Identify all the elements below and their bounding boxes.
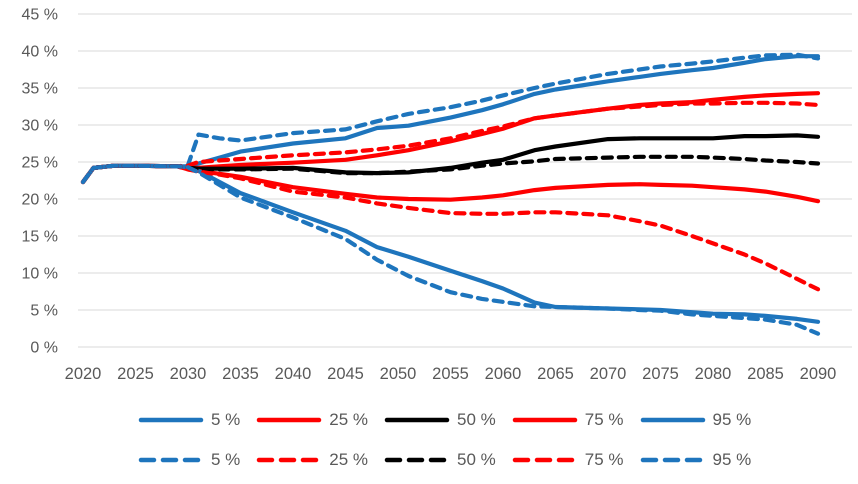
x-axis-tick-label: 2080 xyxy=(695,365,732,383)
x-axis-tick-label: 2050 xyxy=(380,365,417,383)
legend-line-sample-solid xyxy=(512,417,578,423)
legend-label: 50 % xyxy=(457,450,496,469)
y-axis-tick-label: 25 % xyxy=(22,155,58,172)
legend-entry-5%-dashed: 5 % xyxy=(138,450,240,470)
legend-line-sample-dashed xyxy=(640,457,705,463)
x-axis-tick-label: 2060 xyxy=(485,365,522,383)
legend-line-sample-solid xyxy=(640,417,705,423)
x-axis-tick-label: 2070 xyxy=(590,365,627,383)
y-axis-tick-label: 5 % xyxy=(30,303,58,320)
x-axis-tick-label: 2065 xyxy=(537,365,574,383)
x-axis-tick-label: 2045 xyxy=(327,365,364,383)
legend-line-sample-dashed xyxy=(512,457,578,463)
legend-line-sample-solid xyxy=(384,417,450,423)
chart-legend: 5 % 25 % 50 % 75 % 95 % 5 % 25 % 50 % 75 % 95 % xyxy=(138,408,798,484)
x-axis-tick-label: 2025 xyxy=(117,365,154,383)
x-axis-tick-label: 2085 xyxy=(747,365,784,383)
legend-row-dashed: 5 % 25 % 50 % 75 % 95 % xyxy=(138,448,798,472)
legend-entry-50%-solid: 50 % xyxy=(384,410,496,430)
legend-label: 95 % xyxy=(712,410,752,429)
legend-entry-50%-dashed: 50 % xyxy=(384,450,496,470)
y-axis-tick-label: 20 % xyxy=(22,192,58,209)
legend-row-solid: 5 % 25 % 50 % 75 % 95 % xyxy=(138,408,798,432)
x-axis-tick-label: 2040 xyxy=(275,365,312,383)
legend-line-sample-dashed xyxy=(138,457,204,463)
y-axis-tick-label: 45 % xyxy=(22,7,58,24)
y-axis-tick-label: 40 % xyxy=(22,44,58,61)
x-axis-tick-label: 2075 xyxy=(642,365,679,383)
legend-entry-25%-dashed: 25 % xyxy=(256,450,368,470)
legend-line-sample-solid xyxy=(257,417,322,423)
legend-label: 25 % xyxy=(329,450,369,469)
legend-line-sample-dashed xyxy=(257,457,322,463)
legend-entry-95%-dashed: 95 % xyxy=(640,450,752,470)
legend-entry-75%-dashed: 75 % xyxy=(512,450,624,470)
legend-entry-75%-solid: 75 % xyxy=(512,410,624,430)
x-axis-tick-label: 2020 xyxy=(65,365,102,383)
y-axis-tick-label: 15 % xyxy=(22,229,58,246)
legend-label: 5 % xyxy=(211,410,241,429)
y-axis-tick-label: 35 % xyxy=(22,81,58,98)
legend-label: 95 % xyxy=(712,450,752,469)
legend-entry-25%-solid: 25 % xyxy=(256,410,368,430)
legend-line-sample-solid xyxy=(138,417,204,423)
x-axis-tick-label: 2030 xyxy=(170,365,207,383)
legend-label: 50 % xyxy=(457,410,496,429)
legend-label: 25 % xyxy=(329,410,369,429)
chart-plot-area: 0 % 5 % 10 % 15 % 20 % 25 % 30 % 35 % 40 % 45 % 20… xyxy=(22,7,852,383)
y-axis-tick-label: 30 % xyxy=(22,118,58,135)
legend-entry-5%-solid: 5 % xyxy=(138,410,240,430)
legend-label: 5 % xyxy=(211,450,241,469)
x-axis-tick-label: 2035 xyxy=(222,365,259,383)
y-axis-tick-label: 0 % xyxy=(30,340,58,357)
legend-entry-95%-solid: 95 % xyxy=(640,410,752,430)
legend-label: 75 % xyxy=(584,450,624,469)
x-axis-tick-label: 2055 xyxy=(432,365,469,383)
y-axis-tick-label: 10 % xyxy=(22,266,58,283)
x-axis-tick-label: 2090 xyxy=(800,365,837,383)
legend-label: 75 % xyxy=(584,410,624,429)
series-line-95%-dashed xyxy=(80,163,821,336)
legend-line-sample-dashed xyxy=(384,457,450,463)
